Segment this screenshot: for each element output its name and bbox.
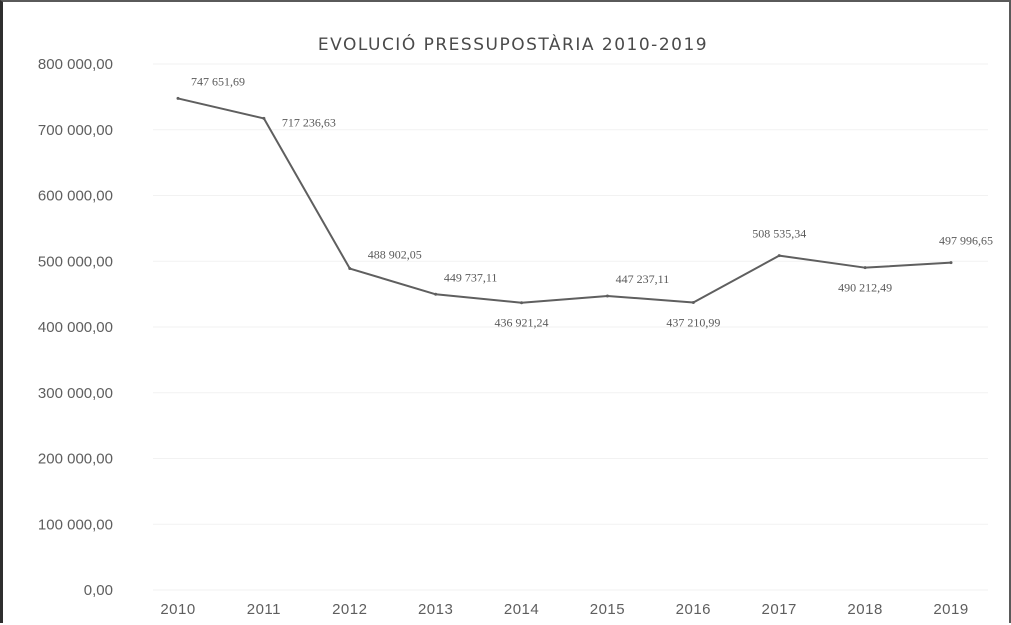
data-point: [434, 292, 438, 296]
data-point: [520, 301, 524, 305]
x-tick-label: 2017: [762, 601, 797, 618]
y-tick-label: 500 000,00: [38, 253, 113, 270]
x-tick-label: 2012: [332, 601, 367, 618]
data-label: 508 535,34: [752, 227, 806, 241]
series-layer: [176, 96, 953, 305]
y-tick-label: 700 000,00: [38, 122, 113, 139]
y-tick-label: 300 000,00: [38, 385, 113, 402]
data-label: 497 996,65: [939, 234, 993, 248]
x-tick-label: 2015: [590, 601, 625, 618]
data-point: [777, 254, 781, 258]
data-label: 447 237,11: [616, 272, 670, 286]
y-tick-label: 100 000,00: [38, 516, 113, 533]
x-tick-label: 2019: [933, 601, 968, 618]
data-point: [176, 96, 180, 100]
y-tick-label: 0,00: [84, 582, 113, 599]
data-label: 488 902,05: [368, 248, 422, 262]
data-point: [863, 266, 867, 270]
grid-lines: [153, 63, 988, 591]
data-point: [348, 267, 352, 271]
data-label: 490 212,49: [838, 281, 892, 295]
x-tick-label: 2016: [676, 601, 711, 618]
y-tick-label: 400 000,00: [38, 319, 113, 336]
data-label: 436 921,24: [495, 316, 549, 330]
data-point: [691, 301, 695, 305]
y-tick-label: 600 000,00: [38, 188, 113, 205]
y-tick-label: 200 000,00: [38, 451, 113, 468]
data-point: [949, 261, 953, 265]
y-tick-label: 800 000,00: [38, 56, 113, 73]
line-chart: EVOLUCIÓ PRESSUPOSTÀRIA 2010-2019 0,00 10…: [38, 33, 993, 618]
data-label: 449 737,11: [444, 270, 498, 284]
data-point: [262, 116, 266, 120]
chart-title: EVOLUCIÓ PRESSUPOSTÀRIA 2010-2019: [318, 33, 708, 55]
x-tick-label: 2010: [160, 601, 195, 618]
y-axis: 0,00 100 000,00 200 000,00 300 000,00 400 00…: [38, 56, 113, 599]
data-label: 717 236,63: [282, 115, 336, 129]
x-tick-label: 2013: [418, 601, 453, 618]
data-label: 437 210,99: [666, 316, 720, 330]
data-label: 747 651,69: [191, 74, 245, 88]
series-line-0: [177, 97, 952, 304]
x-tick-label: 2014: [504, 601, 539, 618]
data-point: [605, 294, 609, 298]
data-labels: 747 651,69 717 236,63 488 902,05 449 737,11…: [191, 74, 993, 329]
x-axis: 2010 2011 2012 2013 2014 2015 2016 2017 2018 2019: [160, 601, 968, 618]
x-tick-label: 2018: [847, 601, 882, 618]
x-tick-label: 2011: [247, 601, 281, 618]
